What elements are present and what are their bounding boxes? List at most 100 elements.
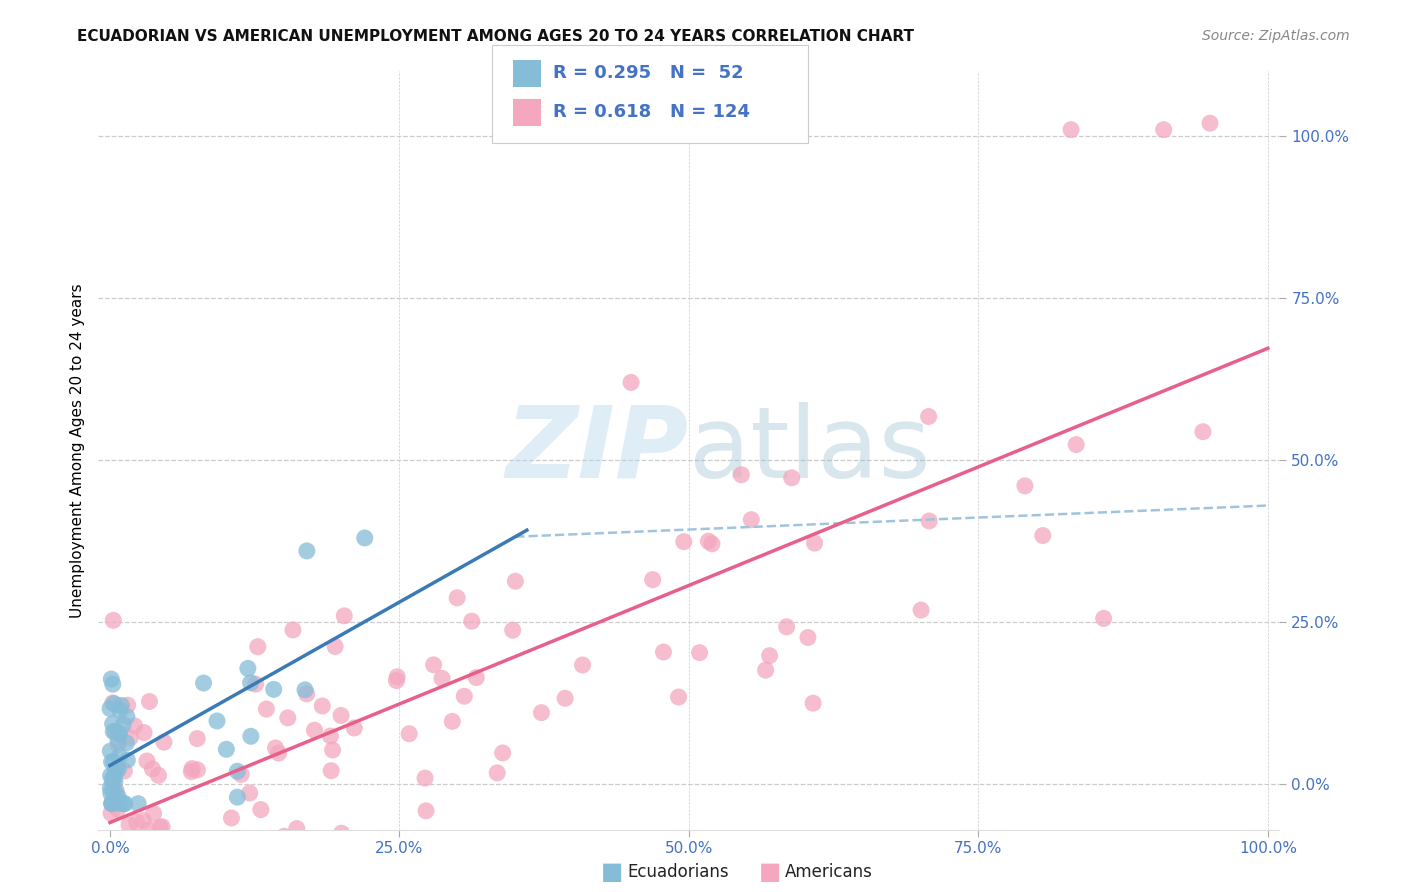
Point	[918, 514, 941, 528]
Point	[129, 842, 152, 856]
Point	[120, 731, 142, 745]
Point	[104, 842, 127, 856]
Point	[225, 842, 247, 856]
Point	[125, 842, 148, 856]
Point	[330, 826, 353, 840]
Point	[148, 832, 170, 847]
Point	[224, 842, 246, 856]
Point	[398, 727, 420, 741]
Point	[730, 467, 752, 482]
Point	[105, 760, 128, 774]
Point	[124, 719, 146, 733]
Point	[101, 797, 124, 811]
Point	[105, 783, 128, 797]
Point	[115, 709, 138, 723]
Point	[112, 764, 135, 778]
Point	[100, 672, 122, 686]
Point	[758, 648, 780, 663]
Point	[104, 775, 127, 789]
Point	[1092, 611, 1115, 625]
Point	[111, 842, 134, 856]
Point	[505, 574, 527, 589]
Point	[413, 771, 436, 785]
Point	[186, 731, 208, 746]
Point	[103, 786, 125, 800]
Point	[100, 786, 122, 800]
Point	[441, 714, 464, 729]
Point	[107, 738, 129, 752]
Point	[108, 842, 131, 856]
Point	[215, 742, 238, 756]
Point	[108, 749, 131, 764]
Point	[755, 663, 778, 677]
Point	[453, 690, 475, 704]
Point	[801, 696, 824, 710]
Point	[221, 811, 243, 825]
Point	[215, 842, 238, 856]
Point	[138, 694, 160, 708]
Point	[141, 842, 163, 856]
Point	[668, 690, 690, 704]
Point	[103, 613, 125, 627]
Text: R = 0.618   N = 124: R = 0.618 N = 124	[553, 103, 749, 121]
Point	[112, 717, 135, 731]
Point	[330, 708, 353, 723]
Point	[775, 620, 797, 634]
Point	[110, 797, 132, 811]
Point	[107, 790, 129, 805]
Point	[174, 842, 197, 856]
Point	[1032, 528, 1054, 542]
Point	[104, 764, 127, 778]
Point	[689, 646, 711, 660]
Point	[105, 786, 128, 800]
Point	[142, 806, 165, 821]
Point	[101, 716, 124, 731]
Point	[98, 780, 121, 795]
Point	[281, 623, 304, 637]
Point	[239, 786, 262, 800]
Point	[672, 534, 695, 549]
Text: R = 0.295   N =  52: R = 0.295 N = 52	[553, 64, 744, 82]
Point	[319, 729, 342, 743]
Point	[131, 842, 153, 856]
Point	[697, 534, 720, 549]
Point	[415, 804, 437, 818]
Y-axis label: Unemployment Among Ages 20 to 24 years: Unemployment Among Ages 20 to 24 years	[69, 283, 84, 618]
Point	[103, 724, 125, 739]
Point	[103, 755, 125, 769]
Point	[115, 736, 138, 750]
Point	[1014, 479, 1036, 493]
Point	[333, 608, 356, 623]
Point	[323, 640, 346, 654]
Text: Americans: Americans	[785, 863, 873, 881]
Point	[254, 702, 277, 716]
Point	[226, 764, 249, 779]
Point	[422, 657, 444, 672]
Point	[177, 842, 200, 856]
Point	[700, 537, 723, 551]
Point	[98, 701, 121, 715]
Point	[353, 531, 375, 545]
Point	[1153, 122, 1175, 136]
Point	[117, 698, 139, 713]
Point	[246, 640, 269, 654]
Point	[641, 573, 664, 587]
Text: ■: ■	[759, 861, 782, 884]
Point	[117, 842, 139, 856]
Point	[239, 675, 262, 690]
Point	[1060, 122, 1083, 136]
Point	[132, 725, 155, 739]
Point	[101, 772, 124, 786]
Point	[797, 631, 820, 645]
Point	[149, 820, 172, 834]
Point	[803, 536, 825, 550]
Point	[101, 677, 124, 691]
Point	[205, 714, 228, 728]
Point	[295, 544, 318, 558]
Point	[492, 746, 515, 760]
Point	[780, 471, 803, 485]
Point	[118, 818, 141, 832]
Point	[127, 842, 149, 856]
Point	[387, 670, 409, 684]
Point	[226, 790, 249, 805]
